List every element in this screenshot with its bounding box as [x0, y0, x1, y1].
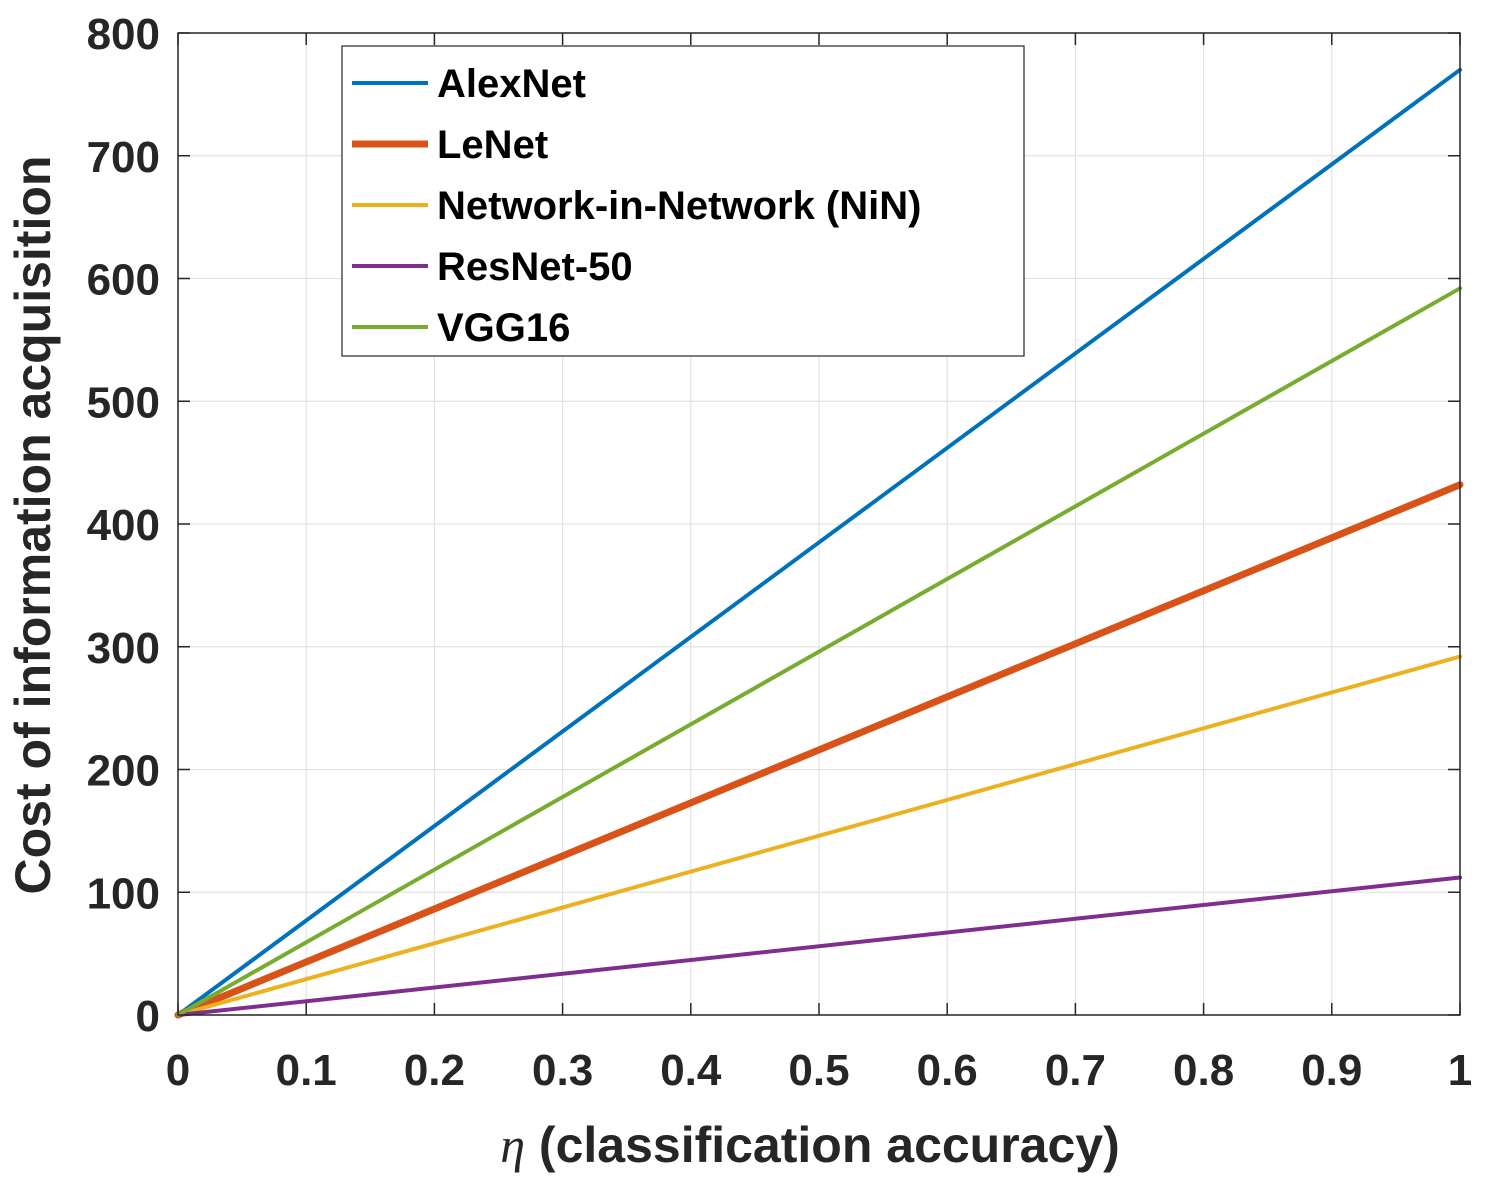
- y-tick-label: 200: [87, 747, 160, 796]
- series-line-lenet: [174, 481, 1464, 1019]
- x-tick-label: 1: [1448, 1046, 1472, 1095]
- x-tick-labels: 0 0.1 0.2 0.3 0.4 0.5 0.6 0.7 0.8 0.9 1: [166, 1046, 1472, 1095]
- x-tick-label: 0.5: [788, 1046, 849, 1095]
- plot-frame: [177, 32, 1461, 1016]
- legend-label-alexnet: AlexNet: [437, 62, 586, 106]
- y-tick-label: 500: [87, 378, 160, 427]
- x-tick-label: 0.9: [1301, 1046, 1362, 1095]
- legend-label-lenet: LeNet: [437, 123, 548, 167]
- x-axis-label-text: (classification accuracy): [525, 1117, 1120, 1173]
- x-tick-label: 0.1: [276, 1046, 337, 1095]
- series-line-resnet-50: [176, 875, 1462, 1017]
- y-tick-label: 600: [87, 256, 160, 305]
- y-tick-label: 400: [87, 501, 160, 550]
- y-tick-label: 300: [87, 624, 160, 673]
- x-tick-label: 0.4: [660, 1046, 722, 1095]
- legend: AlexNet LeNet Network-in-Network (NiN) ResN…: [341, 45, 1025, 357]
- x-tick-label: 0.3: [532, 1046, 593, 1095]
- x-tick-label: 0.2: [404, 1046, 465, 1095]
- legend-label-resnet-50: ResNet-50: [437, 245, 633, 289]
- x-axis-symbol: η: [500, 1117, 525, 1173]
- legend-box: [341, 45, 1025, 357]
- series-lines: [174, 67, 1464, 1019]
- series-line-vgg16: [176, 286, 1462, 1017]
- x-tick-label: 0: [166, 1046, 190, 1095]
- y-tick-labels: 0 100 200 300 400 500 600 700 800: [87, 10, 160, 1041]
- series-line-network-in-network-nin: [176, 654, 1462, 1017]
- series-line-alexnet: [176, 67, 1462, 1017]
- x-axis-label: η (classification accuracy): [500, 1117, 1120, 1173]
- legend-label-network-in-network-nin: Network-in-Network (NiN): [437, 184, 921, 228]
- x-tick-label: 0.6: [917, 1046, 978, 1095]
- y-axis-label: Cost of information acquisition: [5, 156, 61, 895]
- y-tick-label: 100: [87, 869, 160, 918]
- y-tick-label: 0: [136, 992, 160, 1041]
- x-tick-label: 0.8: [1173, 1046, 1234, 1095]
- x-tick-label: 0.7: [1045, 1046, 1106, 1095]
- y-tick-label: 700: [87, 133, 160, 182]
- y-tick-label: 800: [87, 10, 160, 59]
- legend-label-vgg16: VGG16: [437, 306, 570, 350]
